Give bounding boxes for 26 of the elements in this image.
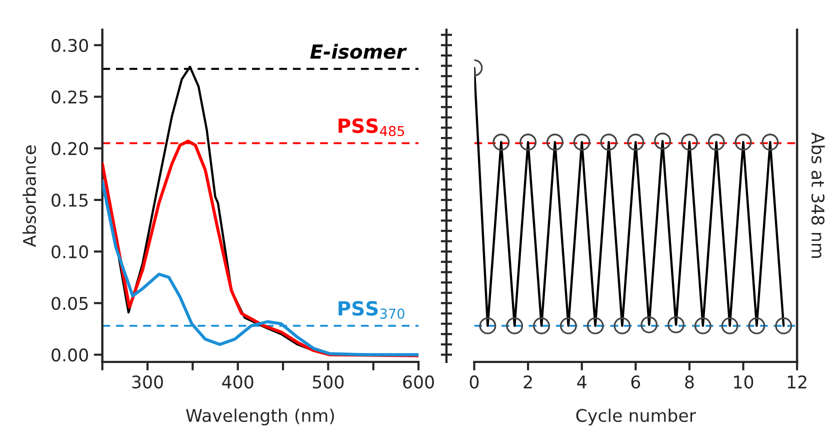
y-tick-label: 0.10 bbox=[52, 245, 88, 258]
y-tick-label: 0.30 bbox=[52, 38, 88, 52]
x-tick-label: 0 bbox=[470, 375, 479, 389]
x-tick-label: 12 bbox=[788, 375, 806, 388]
y-axis-title: Abs at 348 nm bbox=[811, 132, 825, 258]
ref-line-label: PSS$_{370}$ bbox=[338, 301, 404, 319]
y-axis-title: Absorbance bbox=[22, 145, 36, 247]
x-tick-label: 6 bbox=[631, 375, 640, 389]
y-tick-label: 0.05 bbox=[52, 296, 88, 310]
x-tick-label: 10 bbox=[734, 375, 754, 389]
x-tick-label: 300 bbox=[132, 375, 163, 389]
x-tick-label: 500 bbox=[312, 375, 344, 389]
y-tick-label: 0.20 bbox=[52, 142, 88, 156]
x-axis-title: Cycle number bbox=[576, 408, 696, 426]
x-tick-label: 600 bbox=[403, 375, 434, 389]
ref-line-label: E-isomer bbox=[310, 44, 407, 59]
x-tick-label: 8 bbox=[685, 375, 694, 389]
line-series bbox=[102, 180, 418, 356]
y-tick-label: 0.25 bbox=[52, 90, 88, 104]
ref-line-label: PSS$_{485}$ bbox=[338, 118, 404, 136]
x-axis-title: Wavelength (nm) bbox=[186, 408, 334, 426]
x-tick-label: 4 bbox=[577, 376, 586, 388]
x-tick-label: 2 bbox=[524, 375, 532, 388]
x-tick-label: 400 bbox=[222, 375, 254, 389]
y-tick-label: 0.15 bbox=[52, 194, 88, 207]
y-tick-label: 0.00 bbox=[52, 348, 88, 362]
